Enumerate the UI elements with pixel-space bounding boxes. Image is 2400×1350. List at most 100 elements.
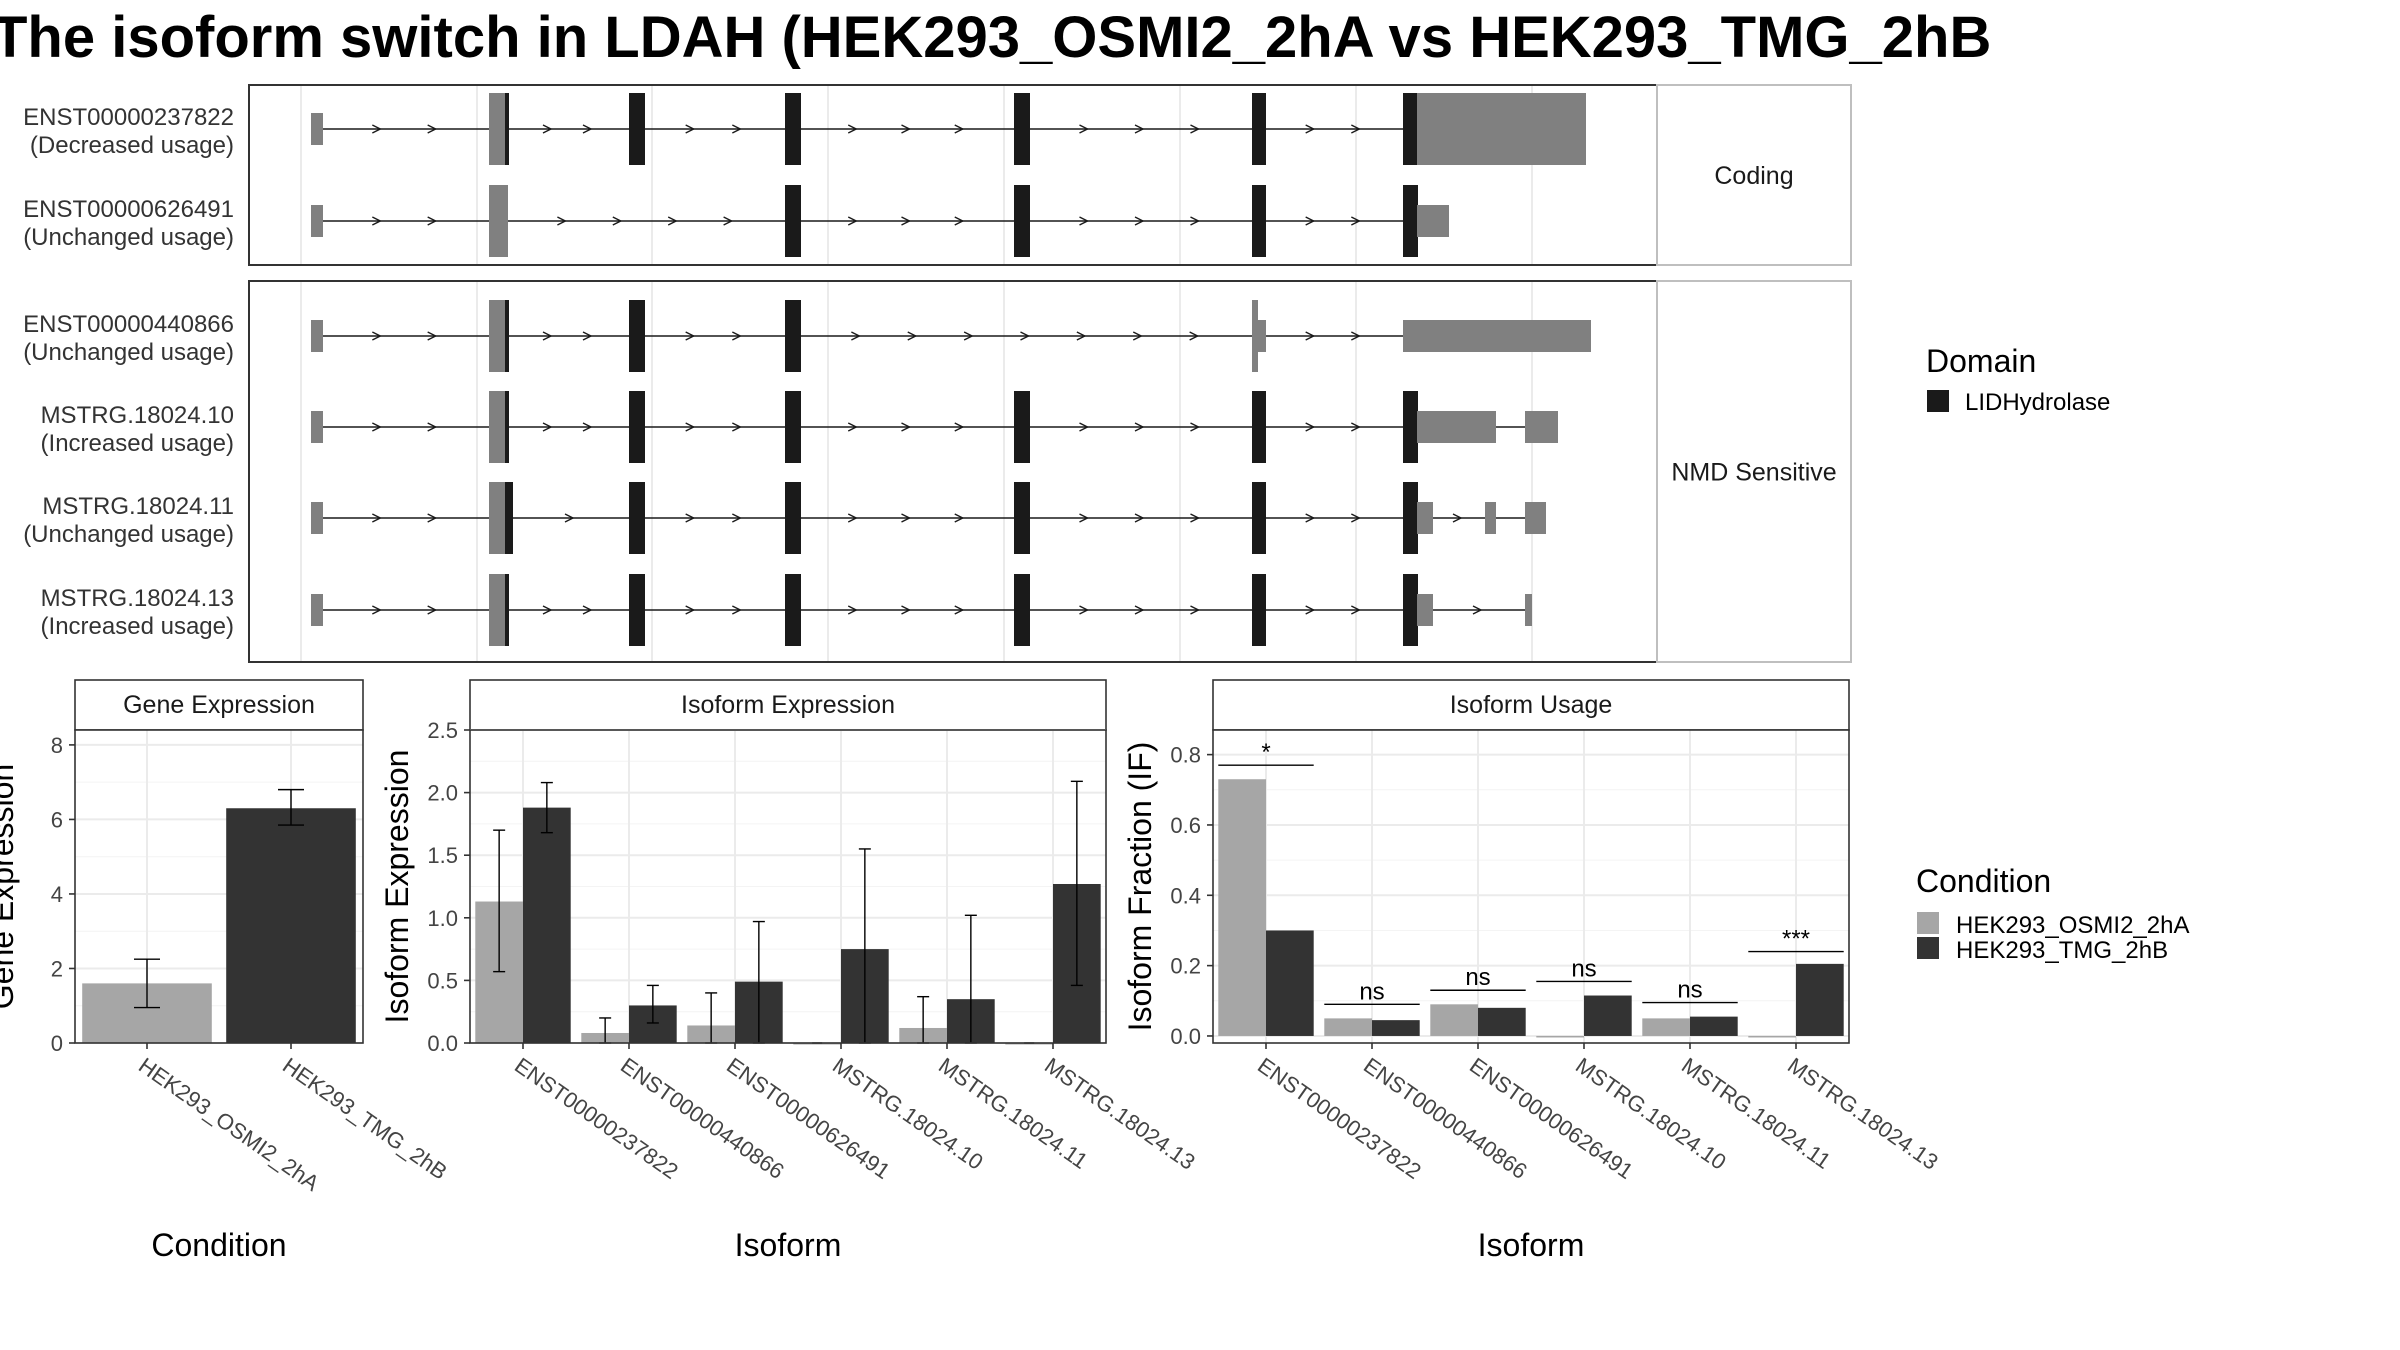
intron-arrow bbox=[954, 422, 965, 432]
y-tick-label: 8 bbox=[51, 733, 63, 758]
intron-arrow bbox=[582, 605, 593, 615]
intron-arrow bbox=[1351, 422, 1361, 432]
domain-exon bbox=[505, 574, 509, 646]
intron-arrow bbox=[1190, 422, 1201, 432]
utr-exon bbox=[489, 185, 508, 257]
intron-arrow bbox=[1079, 605, 1090, 615]
domain-exon bbox=[505, 93, 509, 165]
intron-arrow bbox=[963, 331, 974, 341]
y-tick-label: 1.5 bbox=[427, 843, 458, 868]
utr-exon bbox=[1485, 502, 1496, 534]
utr-exon bbox=[311, 320, 323, 352]
intron-arrow bbox=[612, 216, 623, 226]
bar bbox=[1372, 1020, 1420, 1036]
domain-exon bbox=[1403, 185, 1418, 257]
intron-arrow bbox=[1305, 605, 1316, 615]
domain-exon bbox=[505, 391, 509, 463]
utr-exon bbox=[1417, 502, 1433, 534]
intron-arrow bbox=[732, 513, 742, 523]
bar bbox=[1478, 1007, 1526, 1036]
domain-exon bbox=[1252, 185, 1266, 257]
intron-arrow bbox=[847, 605, 858, 615]
intron-arrow bbox=[685, 513, 696, 523]
bar bbox=[523, 807, 571, 1043]
intron-arrow bbox=[851, 331, 861, 341]
intron-arrow bbox=[427, 216, 438, 226]
domain-exon bbox=[1403, 391, 1418, 463]
utr-exon bbox=[1525, 502, 1546, 534]
utr-exon bbox=[1417, 411, 1496, 443]
y-tick-label: 2.5 bbox=[427, 718, 458, 743]
y-tick-label: 0.4 bbox=[1170, 883, 1201, 908]
x-axis-title: Isoform bbox=[735, 1227, 842, 1263]
intron-arrow bbox=[427, 513, 438, 523]
intron-arrow bbox=[1190, 513, 1201, 523]
intron-arrow bbox=[1076, 331, 1087, 341]
chart-strip bbox=[74, 679, 364, 731]
intron-arrow bbox=[901, 216, 912, 226]
plot-border bbox=[1212, 729, 1850, 1044]
figure-title: The isoform switch in LDAH (HEK293_OSMI2… bbox=[0, 5, 1991, 70]
intron-arrow bbox=[847, 422, 858, 432]
bar bbox=[1218, 779, 1266, 1036]
plot-area bbox=[1213, 730, 1849, 1043]
utr-exon bbox=[1256, 320, 1266, 352]
intron-arrow bbox=[542, 422, 553, 432]
intron-arrow bbox=[1132, 331, 1143, 341]
intron-arrow bbox=[427, 124, 438, 134]
intron-arrow bbox=[1134, 124, 1145, 134]
bar bbox=[1796, 963, 1844, 1036]
domain-exon bbox=[785, 185, 801, 257]
intron-arrow bbox=[582, 331, 593, 341]
y-tick-label: 0.5 bbox=[427, 968, 458, 993]
intron-arrow bbox=[1189, 331, 1200, 341]
y-tick-label: 2.0 bbox=[427, 781, 458, 806]
intron-arrow bbox=[1351, 216, 1361, 226]
domain-exon bbox=[1252, 482, 1266, 554]
facet-strip-label: NMD Sensitive bbox=[1671, 459, 1836, 487]
domain-exon bbox=[785, 391, 801, 463]
isoform-usage-label: (Unchanged usage) bbox=[23, 339, 234, 366]
chart-strip bbox=[1212, 679, 1850, 731]
intron-arrow bbox=[542, 331, 553, 341]
intron-arrow bbox=[685, 331, 696, 341]
intron-arrow bbox=[901, 605, 912, 615]
intron-arrow bbox=[1190, 124, 1201, 134]
intron-arrow bbox=[1079, 124, 1090, 134]
intron-arrow bbox=[582, 422, 593, 432]
y-tick-label: 0.2 bbox=[1170, 954, 1201, 979]
y-tick-label: 0.8 bbox=[1170, 743, 1201, 768]
gene-expression-chart: Gene Expression02468HEK293_OSMI2_2hAHEK2… bbox=[0, 679, 452, 1263]
isoform-usage-label: (Increased usage) bbox=[41, 613, 234, 640]
intron-arrow bbox=[685, 124, 696, 134]
intron-arrow bbox=[1079, 513, 1090, 523]
utr-exon bbox=[311, 205, 323, 237]
isoform-usage-label: (Unchanged usage) bbox=[23, 224, 234, 251]
y-tick-label: 0.0 bbox=[1170, 1024, 1201, 1049]
intron-arrow bbox=[372, 422, 382, 432]
intron-arrow bbox=[954, 216, 965, 226]
intron-arrow bbox=[1134, 513, 1145, 523]
y-tick-label: 1.0 bbox=[427, 906, 458, 931]
intron-arrow bbox=[564, 513, 575, 523]
isoform-usage-chart: Isoform Usage * ns ns ns ns *** 0.0 0.2 0.4 0.6 0.8… bbox=[1122, 679, 1943, 1263]
intron-arrow bbox=[372, 124, 382, 134]
plot-border bbox=[74, 729, 364, 1044]
condition-legend-label: HEK293_OSMI2_2hA bbox=[1956, 912, 2189, 939]
domain-exon bbox=[1252, 391, 1266, 463]
utr-exon bbox=[1403, 320, 1591, 352]
intron-arrow bbox=[1351, 605, 1361, 615]
bar bbox=[1642, 1018, 1690, 1036]
intron-arrow bbox=[1305, 216, 1316, 226]
domain-exon bbox=[785, 93, 801, 165]
y-axis-title: Gene Expression bbox=[0, 764, 20, 1009]
intron-arrow bbox=[427, 331, 438, 341]
isoform-usage-label: (Unchanged usage) bbox=[23, 521, 234, 548]
intron-arrow bbox=[1305, 331, 1316, 341]
facet-strip bbox=[1656, 84, 1852, 266]
utr-exon bbox=[311, 113, 323, 145]
significance-label: ns bbox=[1465, 964, 1490, 991]
domain-legend-label: LIDHydrolase bbox=[1965, 389, 2110, 416]
significance-label: * bbox=[1261, 739, 1270, 766]
intron-arrow bbox=[1351, 124, 1361, 134]
